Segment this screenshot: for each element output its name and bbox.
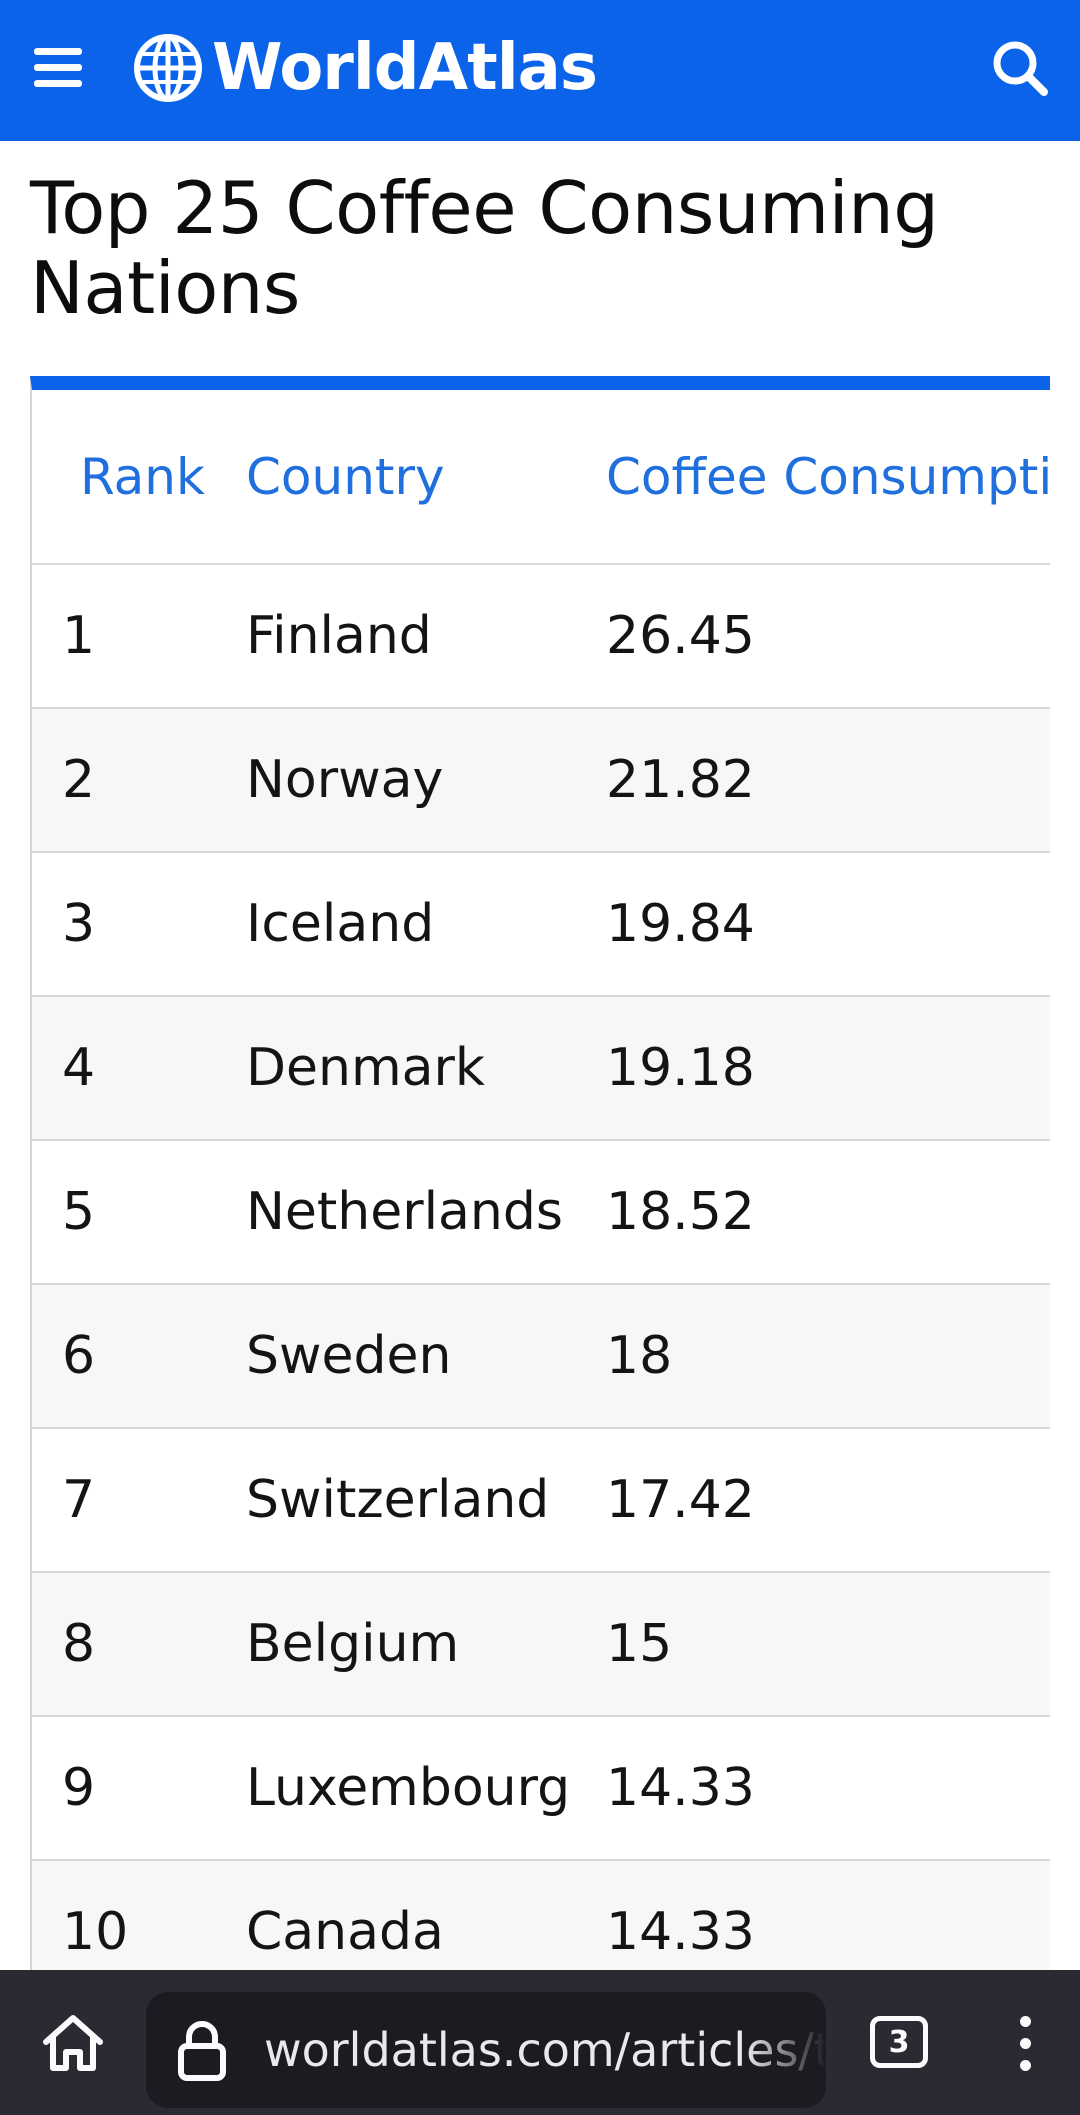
- country-cell: Norway: [246, 750, 444, 810]
- rank-cell: 1: [62, 606, 96, 666]
- rank-cell: 3: [62, 894, 96, 954]
- rank-cell: 10: [62, 1902, 129, 1962]
- lock-icon[interactable]: [176, 2020, 228, 2082]
- value-cell: 15: [606, 1614, 673, 1674]
- home-icon[interactable]: [38, 2008, 108, 2078]
- search-icon[interactable]: [988, 36, 1052, 100]
- value-cell: 26.45: [606, 606, 755, 666]
- value-cell: 19.84: [606, 894, 755, 954]
- country-cell: Iceland: [246, 894, 435, 954]
- rank-cell: 2: [62, 750, 96, 810]
- country-cell: Switzerland: [246, 1470, 550, 1530]
- country-cell: Luxembourg: [246, 1758, 571, 1818]
- rank-cell: 5: [62, 1182, 96, 1242]
- country-cell: Finland: [246, 606, 432, 666]
- column-header-coffee-consumption[interactable]: Coffee Consumption: [606, 390, 1050, 565]
- rank-cell: 6: [62, 1326, 96, 1386]
- tab-count-button[interactable]: 3: [870, 2016, 928, 2068]
- globe-icon: [134, 34, 202, 102]
- table-row: 6 Sweden 18: [32, 1284, 1050, 1428]
- value-cell: 17.42: [606, 1470, 755, 1530]
- value-cell: 19.18: [606, 1038, 755, 1098]
- country-cell: Sweden: [246, 1326, 452, 1386]
- value-cell: 18: [606, 1326, 673, 1386]
- rank-cell: 8: [62, 1614, 96, 1674]
- address-bar[interactable]: worldatlas.com/articles/top: [146, 1992, 826, 2108]
- rank-cell: 7: [62, 1470, 96, 1530]
- page-title: Top 25 Coffee Consuming Nations: [30, 166, 939, 330]
- country-cell: Denmark: [246, 1038, 486, 1098]
- table-header-row: Rank Country Coffee Consumption: [32, 390, 1050, 565]
- browser-toolbar: worldatlas.com/articles/top 3: [0, 1970, 1080, 2115]
- country-cell: Canada: [246, 1902, 444, 1962]
- table-row: 7 Switzerland 17.42: [32, 1428, 1050, 1572]
- hamburger-menu-icon[interactable]: [28, 40, 88, 96]
- site-header: WorldAtlas: [0, 0, 1080, 141]
- data-table-container[interactable]: Rank Country Coffee Consumption 1 Finlan…: [30, 376, 1050, 1970]
- coffee-consumption-table: Rank Country Coffee Consumption 1 Finlan…: [32, 390, 1050, 1970]
- column-header-rank[interactable]: Rank: [32, 390, 246, 565]
- site-logo[interactable]: WorldAtlas: [132, 28, 598, 108]
- value-cell: 14.33: [606, 1902, 755, 1962]
- brand-name: WorldAtlas: [212, 31, 598, 105]
- value-cell: 21.82: [606, 750, 755, 810]
- more-vertical-icon[interactable]: [1010, 2008, 1040, 2078]
- table-row: 5 Netherlands 18.52: [32, 1140, 1050, 1284]
- rank-cell: 9: [62, 1758, 96, 1818]
- table-row: 4 Denmark 19.18: [32, 996, 1050, 1140]
- value-cell: 18.52: [606, 1182, 755, 1242]
- table-row: 3 Iceland 19.84: [32, 852, 1050, 996]
- column-header-country[interactable]: Country: [246, 390, 606, 565]
- table-row: 1 Finland 26.45: [32, 564, 1050, 708]
- table-row: 8 Belgium 15: [32, 1572, 1050, 1716]
- table-row: 9 Luxembourg 14.33: [32, 1716, 1050, 1860]
- country-cell: Belgium: [246, 1614, 460, 1674]
- value-cell: 14.33: [606, 1758, 755, 1818]
- url-text: worldatlas.com/articles/top: [264, 2023, 826, 2077]
- table-row: 10 Canada 14.33: [32, 1860, 1050, 1970]
- country-cell: Netherlands: [246, 1182, 563, 1242]
- table-row: 2 Norway 21.82: [32, 708, 1050, 852]
- rank-cell: 4: [62, 1038, 96, 1098]
